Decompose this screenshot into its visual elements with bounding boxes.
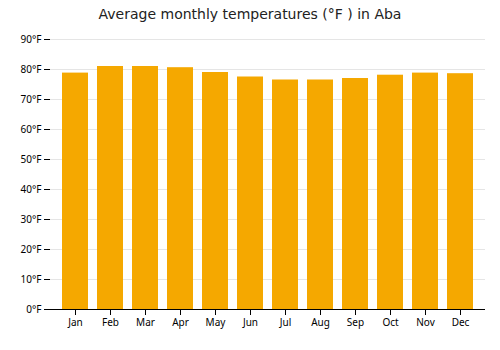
svg-text:Jul: Jul — [279, 315, 292, 329]
svg-text:80°F: 80°F — [21, 62, 42, 76]
svg-text:Feb: Feb — [102, 315, 119, 329]
svg-text:Dec: Dec — [452, 315, 470, 329]
svg-text:10°F: 10°F — [21, 272, 42, 286]
svg-text:40°F: 40°F — [21, 182, 42, 196]
svg-text:20°F: 20°F — [21, 242, 42, 256]
svg-text:90°F: 90°F — [21, 32, 42, 46]
svg-text:Oct: Oct — [382, 315, 399, 329]
html-text:Average monthly temperatures (: Average monthly temperatures (°F ) in Ab… — [98, 6, 402, 22]
svg-text:Aug: Aug — [311, 315, 330, 329]
svg-text:0°F: 0°F — [26, 302, 41, 316]
svg-text:Sep: Sep — [347, 315, 364, 329]
svg-text:Jan: Jan — [67, 315, 83, 329]
svg-text:Mar: Mar — [136, 315, 155, 329]
svg-text:70°F: 70°F — [21, 92, 42, 106]
svg-text:30°F: 30°F — [21, 212, 42, 226]
svg-text:Apr: Apr — [172, 315, 189, 329]
svg-text:Nov: Nov — [416, 315, 435, 329]
svg-text:May: May — [206, 315, 227, 329]
svg-text:60°F: 60°F — [21, 122, 42, 136]
svg-text:50°F: 50°F — [21, 152, 42, 166]
svg-text:Jun: Jun — [242, 315, 258, 329]
